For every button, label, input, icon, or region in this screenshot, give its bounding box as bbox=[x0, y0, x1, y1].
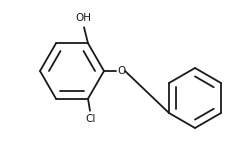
Text: OH: OH bbox=[75, 13, 91, 23]
Text: Cl: Cl bbox=[86, 114, 96, 124]
Text: O: O bbox=[116, 66, 125, 76]
